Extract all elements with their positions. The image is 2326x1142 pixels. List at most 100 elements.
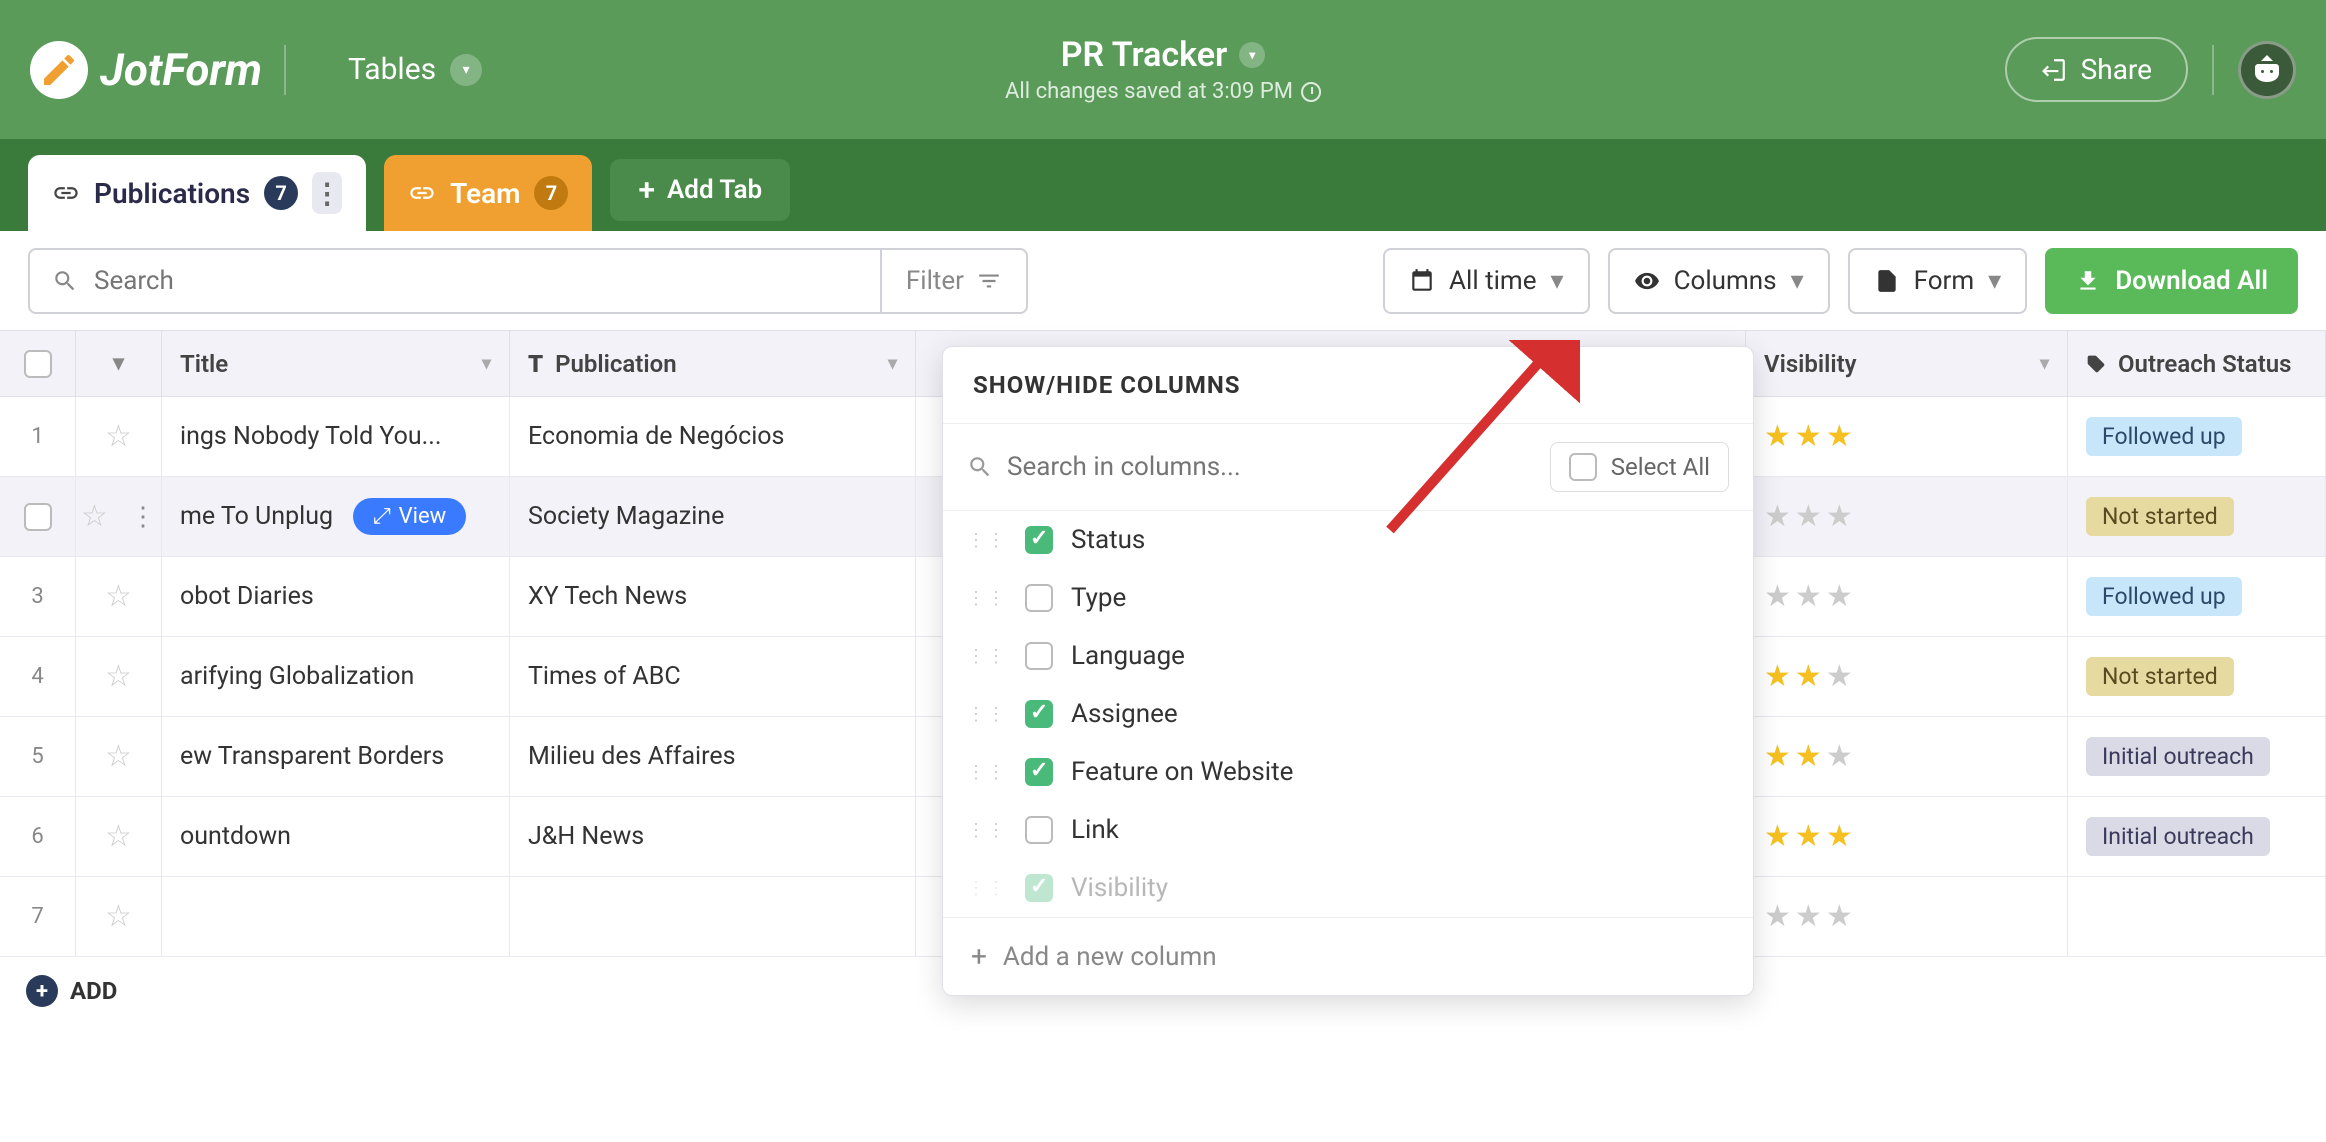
tab-menu-button[interactable]: ⋮: [312, 172, 342, 214]
add-tab-button[interactable]: + Add Tab: [610, 159, 790, 221]
row-number: 4: [0, 637, 76, 716]
cell-publication[interactable]: Milieu des Affaires: [510, 717, 916, 796]
checkbox-icon[interactable]: [1025, 758, 1053, 786]
download-all-button[interactable]: Download All: [2045, 248, 2298, 314]
tables-dropdown[interactable]: Tables ▾: [348, 52, 482, 87]
cell-title[interactable]: obot Diaries: [162, 557, 510, 636]
plus-icon: +: [638, 173, 655, 208]
drag-handle-icon[interactable]: ⋮⋮: [967, 878, 1007, 899]
cell-publication[interactable]: Times of ABC: [510, 637, 916, 716]
cell-visibility[interactable]: ★★★: [1746, 877, 2068, 956]
column-toggle-item[interactable]: ⋮⋮ Status: [943, 511, 1753, 569]
checkbox-icon[interactable]: [1025, 584, 1053, 612]
view-button[interactable]: ⤢View: [353, 498, 466, 535]
cell-visibility[interactable]: ★★★: [1746, 797, 2068, 876]
column-search[interactable]: [967, 452, 1534, 482]
row-star[interactable]: ☆: [76, 397, 162, 476]
cell-visibility[interactable]: ★★★: [1746, 397, 2068, 476]
cat-icon: [2249, 52, 2285, 88]
drag-handle-icon[interactable]: ⋮⋮: [967, 820, 1007, 841]
cell-title[interactable]: ew Transparent Borders: [162, 717, 510, 796]
checkbox-icon[interactable]: [1025, 642, 1053, 670]
cell-title[interactable]: me To Unplug⤢View: [162, 477, 510, 556]
cell-outreach[interactable]: Followed up: [2068, 397, 2326, 476]
drag-handle-icon[interactable]: ⋮⋮: [967, 704, 1007, 725]
row-checkbox[interactable]: [0, 477, 76, 556]
star-empty-icon: ★: [1826, 899, 1853, 934]
share-button[interactable]: Share: [2005, 37, 2188, 102]
cell-title[interactable]: ings Nobody Told You...: [162, 397, 510, 476]
time-filter-button[interactable]: All time ▾: [1383, 248, 1590, 314]
cell-visibility[interactable]: ★★★: [1746, 637, 2068, 716]
expand-icon: ⤢: [373, 504, 391, 529]
cell-outreach[interactable]: Initial outreach: [2068, 717, 2326, 796]
cell-publication[interactable]: Society Magazine: [510, 477, 916, 556]
cell-outreach[interactable]: Not started: [2068, 637, 2326, 716]
expand-all[interactable]: ▾: [76, 331, 162, 396]
cell-publication[interactable]: [510, 877, 916, 956]
cell-title[interactable]: arifying Globalization: [162, 637, 510, 716]
cell-outreach[interactable]: Followed up: [2068, 557, 2326, 636]
column-outreach[interactable]: Outreach Status: [2068, 331, 2326, 396]
filter-button[interactable]: Filter: [880, 250, 1026, 312]
cell-outreach[interactable]: Not started: [2068, 477, 2326, 556]
search-box[interactable]: [30, 250, 880, 312]
row-star[interactable]: ☆⋮: [76, 477, 162, 556]
column-list: ⋮⋮ Status ⋮⋮ Type ⋮⋮ Language ⋮⋮ Assigne…: [943, 511, 1753, 917]
row-star[interactable]: ☆: [76, 797, 162, 876]
column-visibility[interactable]: Visibility▾: [1746, 331, 2068, 396]
form-button[interactable]: Form ▾: [1848, 248, 2028, 314]
toolbar: Filter All time ▾ Columns ▾ Form ▾ Downl…: [0, 231, 2326, 331]
drag-handle-icon[interactable]: ⋮⋮: [967, 762, 1007, 783]
checkbox-icon[interactable]: [1025, 700, 1053, 728]
column-search-input[interactable]: [1007, 452, 1534, 482]
cell-visibility[interactable]: ★★★: [1746, 557, 2068, 636]
cell-title[interactable]: [162, 877, 510, 956]
kebab-icon[interactable]: ⋮: [130, 502, 156, 532]
column-toggle-item[interactable]: ⋮⋮ Language: [943, 627, 1753, 685]
cell-visibility[interactable]: ★★★: [1746, 717, 2068, 796]
page-title[interactable]: PR Tracker ▾: [1061, 35, 1266, 75]
column-toggle-item[interactable]: ⋮⋮ Link: [943, 801, 1753, 859]
checkbox-icon[interactable]: [1025, 816, 1053, 844]
checkbox-icon[interactable]: [1025, 526, 1053, 554]
row-star[interactable]: ☆: [76, 637, 162, 716]
star-filled-icon: ★: [1826, 419, 1853, 454]
column-publication[interactable]: TPublication▾: [510, 331, 916, 396]
chevron-down-icon: ▾: [1551, 266, 1564, 296]
cell-title[interactable]: ountdown: [162, 797, 510, 876]
tab-team[interactable]: Team 7: [384, 155, 592, 231]
columns-button[interactable]: Columns ▾: [1608, 248, 1830, 314]
cell-visibility[interactable]: ★★★: [1746, 477, 2068, 556]
search-input[interactable]: [94, 266, 858, 296]
drag-handle-icon[interactable]: ⋮⋮: [967, 646, 1007, 667]
add-column-button[interactable]: + Add a new column: [943, 917, 1753, 995]
cell-publication[interactable]: J&H News: [510, 797, 916, 876]
tab-publications[interactable]: Publications 7 ⋮: [28, 155, 366, 231]
column-toggle-item[interactable]: ⋮⋮ Assignee: [943, 685, 1753, 743]
tab-count: 7: [264, 176, 298, 210]
row-star[interactable]: ☆: [76, 557, 162, 636]
column-name: Status: [1071, 525, 1145, 555]
logo[interactable]: JotForm: [30, 41, 262, 99]
cell-publication[interactable]: XY Tech News: [510, 557, 916, 636]
chevron-down-icon: ▾: [1239, 42, 1265, 68]
drag-handle-icon[interactable]: ⋮⋮: [967, 588, 1007, 609]
row-star[interactable]: ☆: [76, 877, 162, 956]
select-all-checkbox[interactable]: [0, 331, 76, 396]
link-icon: [408, 179, 436, 207]
cell-outreach[interactable]: [2068, 877, 2326, 956]
column-toggle-item[interactable]: ⋮⋮ Type: [943, 569, 1753, 627]
avatar[interactable]: [2238, 41, 2296, 99]
cell-outreach[interactable]: Initial outreach: [2068, 797, 2326, 876]
checkbox-icon[interactable]: [1025, 874, 1053, 902]
column-toggle-item[interactable]: ⋮⋮ Feature on Website: [943, 743, 1753, 801]
drag-handle-icon[interactable]: ⋮⋮: [967, 530, 1007, 551]
column-toggle-item[interactable]: ⋮⋮ Visibility: [943, 859, 1753, 917]
star-filled-icon: ★: [1764, 739, 1791, 774]
cell-publication[interactable]: Economia de Negócios: [510, 397, 916, 476]
select-all-button[interactable]: Select All: [1550, 442, 1729, 492]
column-title[interactable]: Title▾: [162, 331, 510, 396]
row-star[interactable]: ☆: [76, 717, 162, 796]
chevron-down-icon: ▾: [1791, 266, 1804, 296]
